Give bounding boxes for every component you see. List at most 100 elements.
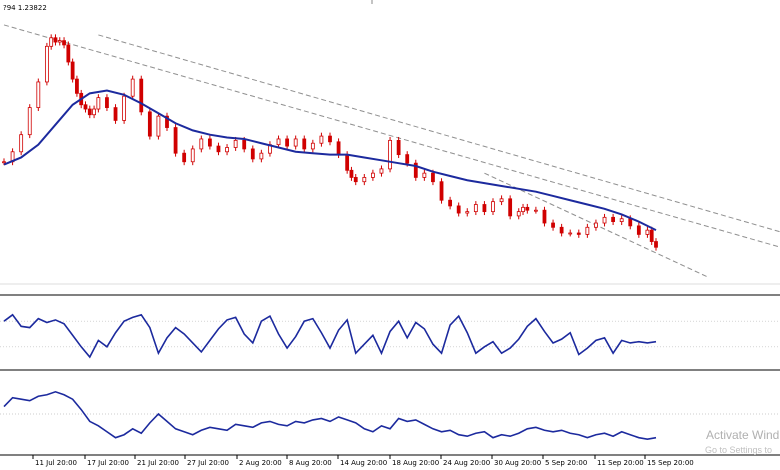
candle [525, 203, 530, 214]
candle [568, 229, 573, 237]
candle-body [225, 147, 229, 153]
oscillator-1-panel [0, 313, 780, 371]
candle [362, 174, 367, 186]
candle [619, 215, 624, 226]
candle [268, 141, 272, 157]
candle [516, 208, 521, 220]
candle-body [649, 229, 654, 242]
candle [611, 213, 616, 226]
x-tick-label: 8 Aug 20:00 [289, 459, 332, 467]
candle-body [602, 216, 607, 224]
candle-body [379, 168, 384, 174]
x-tick-label: 14 Aug 20:00 [340, 459, 387, 467]
candle [259, 149, 264, 163]
candle-body [396, 139, 401, 156]
candle-body [302, 138, 307, 150]
candle [199, 135, 204, 153]
candle-body [233, 139, 238, 148]
candle-body [57, 40, 62, 43]
candle [559, 223, 564, 237]
candle [44, 42, 49, 86]
candle-body [645, 229, 650, 235]
candle-body [44, 45, 49, 83]
candle-body [491, 201, 495, 213]
candle-body [87, 108, 92, 116]
candle-body [259, 152, 264, 160]
candle [542, 206, 547, 227]
candle-body [482, 204, 487, 213]
candle [491, 198, 495, 216]
candle [379, 165, 384, 177]
candle-body [70, 61, 75, 80]
x-tick-label: 11 Sep 20:00 [597, 459, 644, 467]
candle [36, 78, 41, 112]
candle [508, 195, 513, 220]
x-tick-label: 24 Aug 20:00 [443, 459, 490, 467]
candle-body [559, 226, 564, 234]
candle [302, 135, 307, 153]
candle [53, 34, 58, 46]
candle-body [113, 107, 118, 121]
candle [75, 75, 79, 97]
candle-body [2, 161, 6, 164]
candle-body [448, 199, 453, 207]
candle-body [139, 78, 144, 113]
candle [216, 142, 221, 156]
candle-body [122, 95, 127, 121]
candle [533, 206, 538, 214]
candle-body [182, 152, 187, 163]
candle-body [516, 211, 521, 217]
candle [87, 105, 92, 119]
candle-body [147, 111, 152, 137]
candle [70, 58, 75, 83]
candle-body [83, 104, 88, 110]
candle-body [62, 40, 66, 46]
x-tick-label: 5 Sep 20:00 [545, 459, 587, 467]
candle [456, 202, 461, 217]
candle-body [130, 78, 135, 97]
candle [276, 135, 281, 149]
candle-body [276, 138, 281, 146]
candle [551, 219, 555, 231]
candle-body [654, 241, 658, 248]
candle [285, 135, 290, 150]
candle-body [207, 138, 212, 147]
candle [654, 238, 658, 251]
candle-body [250, 148, 255, 160]
x-tick-label: 15 Sep 20:00 [647, 459, 694, 467]
candle [370, 169, 375, 181]
candle [422, 169, 427, 181]
candle-body [310, 142, 315, 150]
candle [207, 135, 212, 150]
candle-body [456, 205, 461, 214]
candle-body [551, 222, 555, 228]
x-tick-label: 18 Aug 20:00 [392, 459, 439, 467]
symbol-header: ?94 1.23822 [3, 4, 47, 12]
candle [19, 131, 24, 156]
candle [165, 112, 169, 131]
candle-body [594, 222, 598, 228]
candle-body [439, 181, 444, 201]
candle [448, 196, 453, 210]
candle [319, 132, 324, 147]
candle [353, 174, 358, 186]
candle [27, 104, 32, 139]
candle [92, 105, 96, 119]
candle [49, 34, 54, 50]
candle [62, 37, 66, 49]
candle [473, 201, 478, 216]
candle [649, 226, 654, 245]
watermark-line-2: Go to Settings to [705, 445, 772, 455]
candle-body [533, 209, 538, 212]
candle [190, 145, 195, 166]
candle-body [293, 138, 298, 147]
candle-body [388, 139, 392, 170]
candle [576, 229, 581, 238]
candle-body [628, 218, 633, 227]
candle [482, 201, 487, 216]
candle-body [585, 226, 590, 235]
candle-body [525, 206, 530, 211]
candle-body [165, 115, 169, 128]
candle-body [319, 135, 324, 144]
